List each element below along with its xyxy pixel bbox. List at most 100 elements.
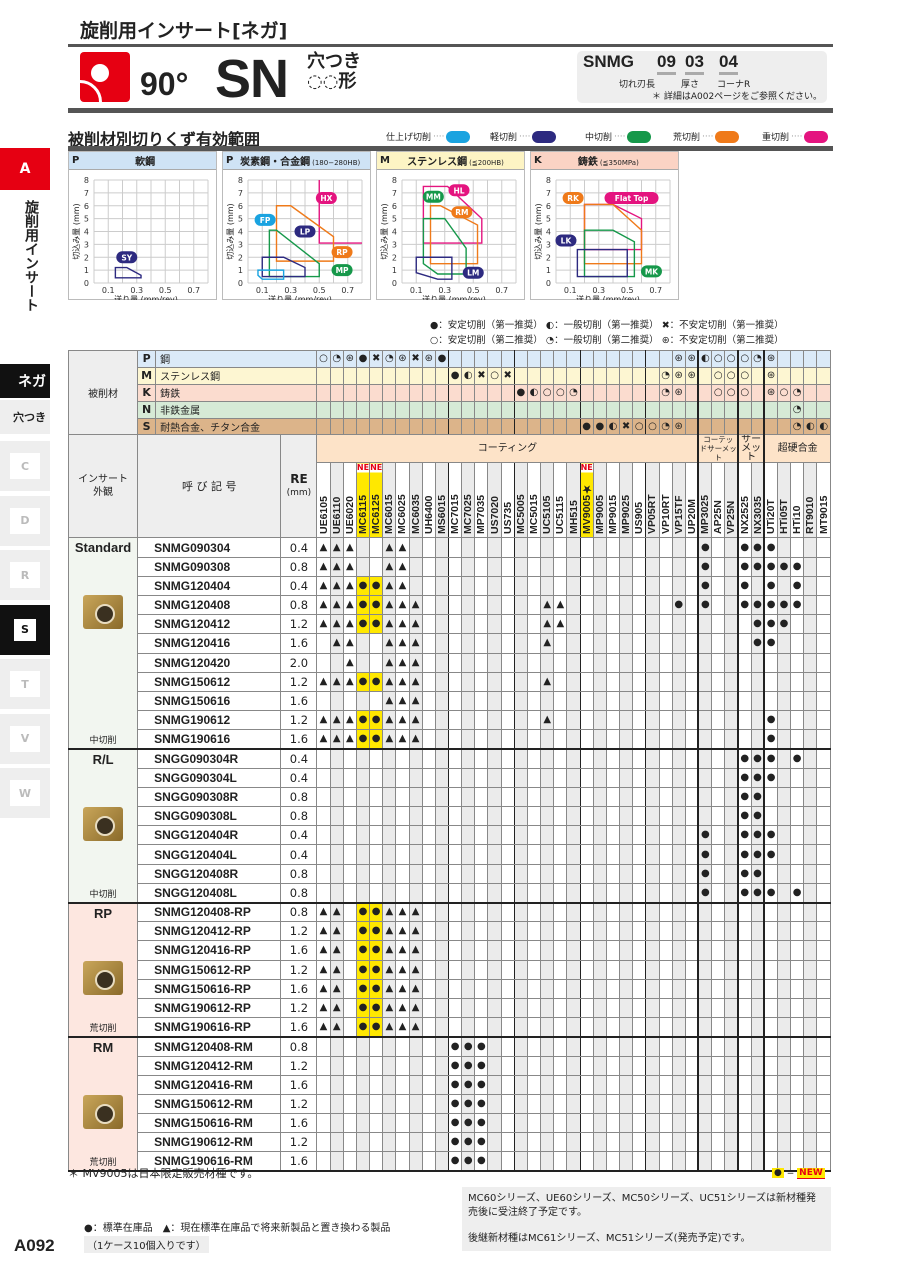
- availability-cell: [671, 1074, 686, 1095]
- grade-header[interactable]: VP10RT: [658, 462, 673, 539]
- insert-code[interactable]: SNGG120404L: [137, 844, 282, 865]
- insert-code[interactable]: SNMG120408-RM: [137, 1036, 282, 1057]
- grade-header[interactable]: UE6105: [316, 462, 331, 539]
- grade-header[interactable]: AP25N: [711, 462, 726, 539]
- insert-code[interactable]: SNMG190616-RM: [137, 1151, 282, 1173]
- insert-code[interactable]: SNGG120408R: [137, 863, 282, 884]
- insert-code[interactable]: SNMG090308: [137, 556, 282, 577]
- category-tab-ana[interactable]: 穴つき: [0, 400, 50, 434]
- grade-header[interactable]: MS6015: [434, 462, 450, 539]
- shape-tab-t[interactable]: T: [0, 659, 50, 709]
- insert-code[interactable]: SNMG190612: [137, 710, 282, 731]
- general2-icon: ◔: [790, 400, 805, 419]
- insert-code[interactable]: SNMG120416-RP: [137, 940, 282, 961]
- insert-code[interactable]: SNMG120408-RP: [137, 902, 282, 923]
- grade-header[interactable]: NX3035: [750, 462, 766, 539]
- insert-code[interactable]: SNGG120404R: [137, 825, 282, 846]
- grade-header[interactable]: MP7035: [474, 462, 489, 539]
- insert-code[interactable]: SNGG090304L: [137, 767, 282, 788]
- grade-header[interactable]: VP15TF: [671, 462, 686, 539]
- section-tab-a[interactable]: A: [0, 148, 50, 190]
- availability-cell: [816, 690, 831, 712]
- insert-row: SNGG090308L 0.8 ● ●: [69, 806, 831, 827]
- availability-cell: [474, 940, 489, 961]
- insert-code[interactable]: SNMG120412-RM: [137, 1055, 282, 1076]
- insert-code[interactable]: SNMG120412: [137, 614, 282, 635]
- insert-code[interactable]: SNGG090304R: [137, 748, 282, 769]
- insert-code[interactable]: SNMG190612-RP: [137, 997, 282, 1019]
- insert-code[interactable]: SNMG150616-RM: [137, 1113, 282, 1134]
- grade-header[interactable]: NX2525: [737, 462, 752, 539]
- insert-code[interactable]: SNGG120408L: [137, 882, 282, 904]
- shape-tab-d[interactable]: D: [0, 495, 50, 546]
- insert-code[interactable]: SNMG120420: [137, 652, 282, 673]
- shape-tab-s[interactable]: S: [0, 604, 50, 655]
- grade-header[interactable]: US735: [500, 462, 515, 539]
- grade-header[interactable]: NEWMC6115: [355, 462, 371, 539]
- insert-appearance-cell: Standard 中切削: [67, 537, 139, 751]
- grade-header[interactable]: UH6400: [421, 462, 436, 539]
- grade-header[interactable]: NEWMV9005★: [579, 462, 594, 539]
- insert-code[interactable]: SNMG120412-RP: [137, 921, 282, 942]
- insert-code[interactable]: SNMG120404: [137, 575, 282, 597]
- grade-header[interactable]: UTi20T: [763, 462, 778, 539]
- grade-header[interactable]: HTi10: [790, 462, 805, 539]
- grade-header[interactable]: MH515: [566, 462, 581, 539]
- re-unit: (mm): [286, 488, 312, 499]
- grade-header[interactable]: MT9015: [816, 462, 831, 539]
- availability-cell: [737, 1132, 752, 1153]
- grade-header[interactable]: MP9015: [605, 462, 621, 539]
- insert-code[interactable]: SNGG090308R: [137, 786, 282, 808]
- unstable2-icon: ⊛: [763, 366, 778, 385]
- material-name: 非鉄金属: [155, 400, 318, 419]
- grade-header[interactable]: MC7015: [448, 462, 463, 539]
- grade-header[interactable]: MC6025: [395, 462, 410, 539]
- shape-tab-v[interactable]: V: [0, 713, 50, 764]
- grade-header[interactable]: UE6110: [329, 462, 344, 539]
- grade-header[interactable]: UP20M: [684, 462, 700, 539]
- availability-cell: [632, 863, 647, 884]
- grade-header[interactable]: VP05RT: [645, 462, 660, 539]
- material-code: N: [137, 400, 157, 419]
- grade-header[interactable]: MP3025: [697, 462, 713, 539]
- category-tab-nega[interactable]: ネガ: [0, 364, 50, 398]
- availability-cell: [526, 806, 542, 827]
- insert-code[interactable]: SNMG190612-RM: [137, 1132, 282, 1153]
- shape-tab-r[interactable]: R: [0, 550, 50, 600]
- grade-header[interactable]: MC7025: [461, 462, 476, 539]
- insert-code[interactable]: SNMG150612: [137, 671, 282, 692]
- availability-cell: [566, 748, 581, 769]
- grade-header[interactable]: VP25N: [724, 462, 739, 539]
- shape-tab-w[interactable]: W: [0, 768, 50, 818]
- grade-header[interactable]: NEWMC6125: [369, 462, 384, 539]
- insert-code[interactable]: SNMG090304: [137, 537, 282, 558]
- x-tick-label: 0.3: [130, 286, 143, 295]
- grade-header[interactable]: HTi05T: [776, 462, 792, 539]
- grade-header[interactable]: MP9025: [619, 462, 634, 539]
- grade-header[interactable]: MC6015: [382, 462, 397, 539]
- insert-code[interactable]: SNMG150612-RP: [137, 959, 282, 980]
- insert-code[interactable]: SNMG190616: [137, 729, 282, 751]
- grade-header[interactable]: UE6020: [342, 462, 357, 539]
- insert-code[interactable]: SNMG120416: [137, 633, 282, 654]
- grade-header[interactable]: MC6035: [408, 462, 423, 539]
- grade-header[interactable]: MC5015: [526, 462, 542, 539]
- grade-header[interactable]: US905: [632, 462, 647, 539]
- grade-header[interactable]: UC5105: [540, 462, 555, 539]
- grade-header[interactable]: RT9010: [803, 462, 818, 539]
- insert-code[interactable]: SNMG120416-RM: [137, 1074, 282, 1095]
- availability-cell: [776, 575, 792, 597]
- grade-header[interactable]: MC5005: [513, 462, 528, 539]
- grade-header[interactable]: UC5115: [553, 462, 568, 539]
- grade-header[interactable]: MP9005: [592, 462, 607, 539]
- insert-code[interactable]: SNGG090308L: [137, 806, 282, 827]
- shape-tab-c[interactable]: C: [0, 441, 50, 491]
- range-lm: [415, 256, 453, 280]
- material-suitability-cell: [697, 417, 713, 436]
- insert-code[interactable]: SNMG150612-RM: [137, 1093, 282, 1115]
- insert-code[interactable]: SNMG120408: [137, 595, 282, 616]
- insert-code[interactable]: SNMG190616-RP: [137, 1017, 282, 1038]
- grade-header[interactable]: US7020: [487, 462, 502, 539]
- insert-code[interactable]: SNMG150616: [137, 690, 282, 712]
- insert-code[interactable]: SNMG150616-RP: [137, 978, 282, 999]
